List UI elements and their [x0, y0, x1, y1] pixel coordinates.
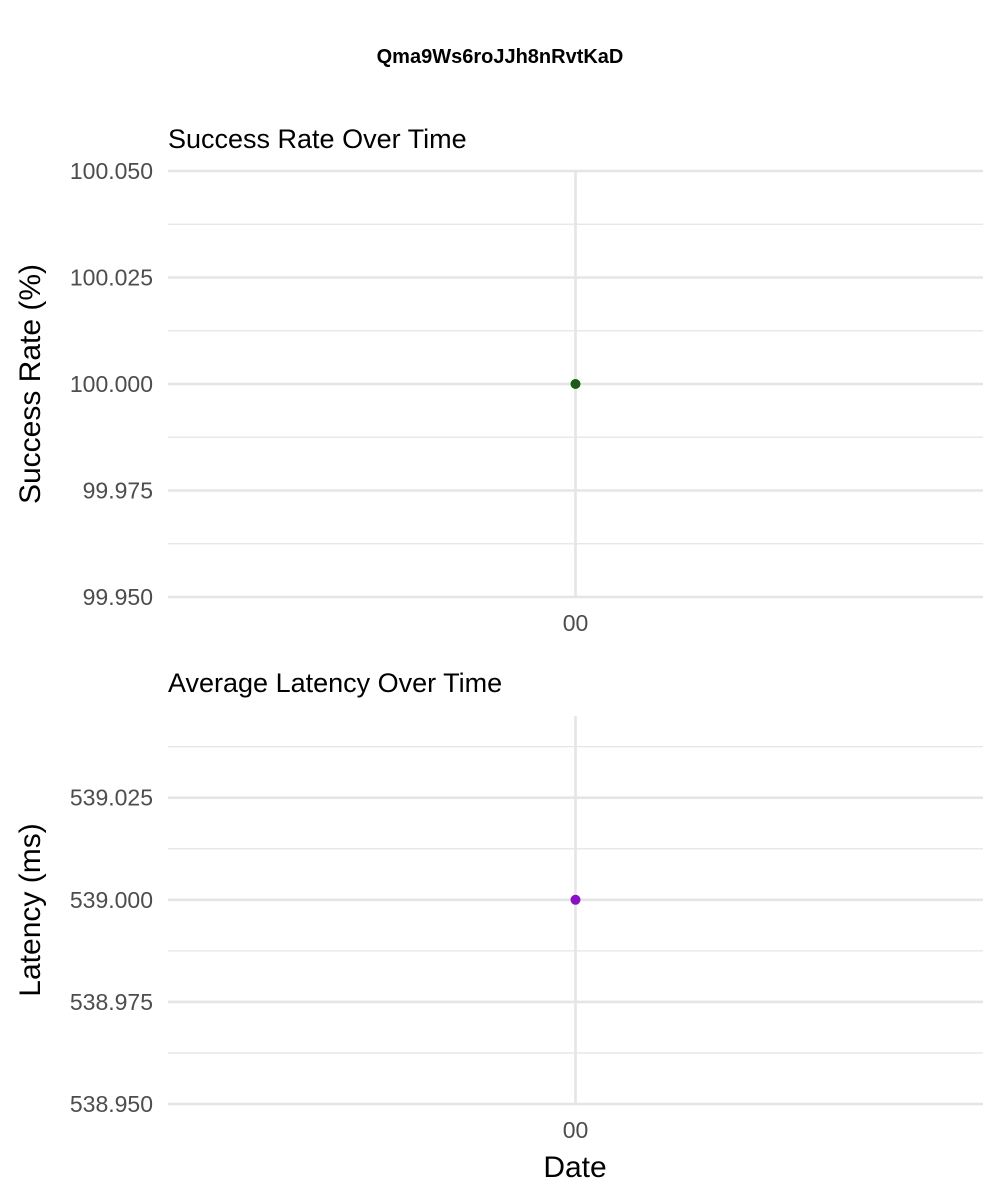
success-rate-data-point — [570, 379, 581, 389]
latency-y-tick-label: 538.975 — [70, 989, 153, 1015]
latency-gridlines — [168, 716, 983, 1106]
latency-data-point — [570, 894, 581, 905]
success-rate-points — [570, 379, 581, 389]
latency-y-axis-label: Latency (ms) — [14, 823, 47, 996]
success-rate-y-tick-label: 100.025 — [70, 265, 153, 291]
success-rate-y-tick-label: 100.050 — [70, 158, 153, 184]
latency-y-tick-label: 539.025 — [70, 785, 153, 811]
success-rate-y-tick-label: 99.975 — [83, 478, 153, 504]
success-rate-x-tick-label: 00 — [563, 610, 589, 636]
latency-x-tick-label: 00 — [563, 1117, 589, 1143]
latency-panel-title: Average Latency Over Time — [168, 668, 502, 698]
figure-title: Qma9Ws6roJJh8nRvtKaD — [377, 46, 624, 68]
success-rate-y-tick-label: 100.000 — [70, 371, 153, 397]
latency-y-tick-label: 538.950 — [70, 1091, 153, 1117]
latency-panel: Average Latency Over Time 538.950 538.975… — [14, 668, 983, 1184]
latency-x-axis-label: Date — [543, 1151, 606, 1184]
success-rate-panel: Success Rate Over Time 99.950 99.975 100.0… — [14, 124, 983, 636]
success-rate-y-axis-label: Success Rate (%) — [14, 264, 47, 504]
latency-points — [570, 894, 581, 905]
latency-y-tick-label: 539.000 — [70, 887, 153, 913]
success-rate-x-ticks: 00 — [563, 610, 589, 636]
success-rate-panel-title: Success Rate Over Time — [168, 124, 467, 154]
success-rate-gridlines — [168, 169, 983, 599]
success-rate-y-ticks: 99.950 99.975 100.000 100.025 100.050 — [70, 158, 153, 610]
success-rate-y-tick-label: 99.950 — [83, 584, 153, 610]
latency-y-ticks: 538.950 538.975 539.000 539.025 — [70, 785, 153, 1117]
latency-x-ticks: 00 — [563, 1117, 589, 1143]
